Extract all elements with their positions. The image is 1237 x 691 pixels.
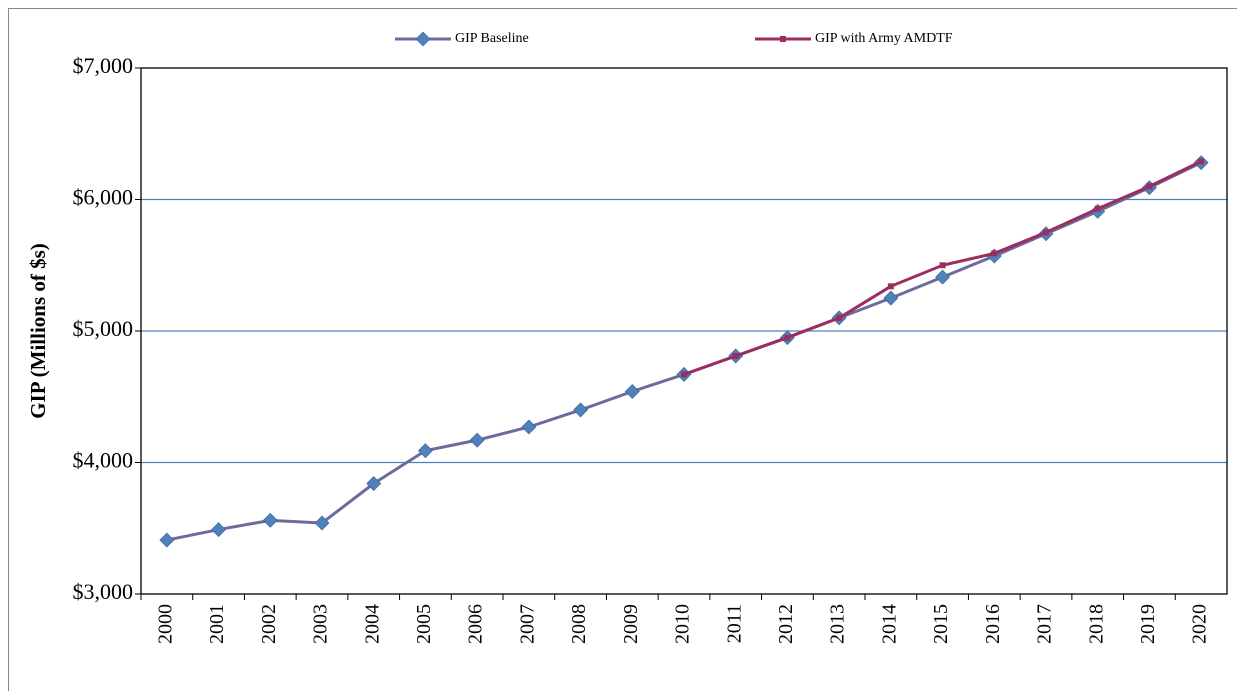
x-tick-label: 2001 xyxy=(206,604,228,644)
x-tick-label: 2019 xyxy=(1137,604,1159,644)
x-tick-label: 2010 xyxy=(672,604,694,644)
point-marker xyxy=(1094,205,1101,212)
x-tick-label: 2006 xyxy=(465,604,487,644)
point-marker xyxy=(366,476,382,491)
x-tick-label: 2004 xyxy=(361,604,383,644)
point-marker xyxy=(418,443,433,459)
point-marker xyxy=(1146,183,1153,190)
point-marker xyxy=(1198,158,1205,165)
x-tick-label: 2009 xyxy=(620,604,642,644)
point-marker xyxy=(159,532,175,548)
point-marker xyxy=(573,402,588,418)
y-tick-label: $6,000 xyxy=(73,185,134,210)
point-marker xyxy=(939,262,946,269)
point-marker xyxy=(1043,229,1049,236)
point-marker xyxy=(836,314,843,321)
chart-frame xyxy=(8,8,1237,691)
point-marker xyxy=(991,250,998,257)
x-tick-label: 2002 xyxy=(258,604,280,644)
point-marker xyxy=(681,371,687,378)
y-tick-label: $5,000 xyxy=(73,316,134,341)
x-tick-label: 2015 xyxy=(930,604,952,644)
x-tick-label: 2018 xyxy=(1085,604,1107,644)
legend-label: GIP Baseline xyxy=(455,31,529,46)
x-tick-label: 2008 xyxy=(568,604,590,644)
point-marker xyxy=(935,269,950,285)
x-tick-label: 2017 xyxy=(1034,604,1056,644)
point-marker xyxy=(784,334,791,341)
point-marker xyxy=(624,384,640,399)
point-marker xyxy=(887,283,894,290)
point-marker xyxy=(314,515,330,531)
series xyxy=(681,158,1205,378)
y-tick-label: $7,000 xyxy=(73,53,134,78)
plot-area xyxy=(140,67,1228,595)
point-marker xyxy=(211,522,226,537)
x-tick-label: 2011 xyxy=(723,604,745,643)
x-tick-label: 2007 xyxy=(516,604,538,644)
x-tick-label: 2014 xyxy=(878,604,900,644)
x-tick-label: 2000 xyxy=(154,604,176,644)
point-marker xyxy=(883,290,899,306)
point-marker xyxy=(732,352,739,359)
x-tick-label: 2005 xyxy=(413,604,435,644)
point-marker xyxy=(415,31,431,47)
legend-label: GIP with Army AMDTF xyxy=(815,31,953,46)
x-tick-label: 2012 xyxy=(775,604,797,644)
x-tick-label: 2003 xyxy=(310,604,332,644)
x-tick-label: 2013 xyxy=(827,604,849,644)
y-tick-label: $3,000 xyxy=(73,579,134,604)
point-marker xyxy=(262,512,278,528)
y-tick-label: $4,000 xyxy=(73,448,134,473)
point-marker xyxy=(521,419,537,435)
y-axis-title: GIP (Millions of $s) xyxy=(26,243,50,419)
point-marker xyxy=(469,432,485,448)
x-tick-label: 2016 xyxy=(982,604,1004,644)
x-tick-label: 2020 xyxy=(1189,604,1211,644)
point-marker xyxy=(780,36,786,42)
